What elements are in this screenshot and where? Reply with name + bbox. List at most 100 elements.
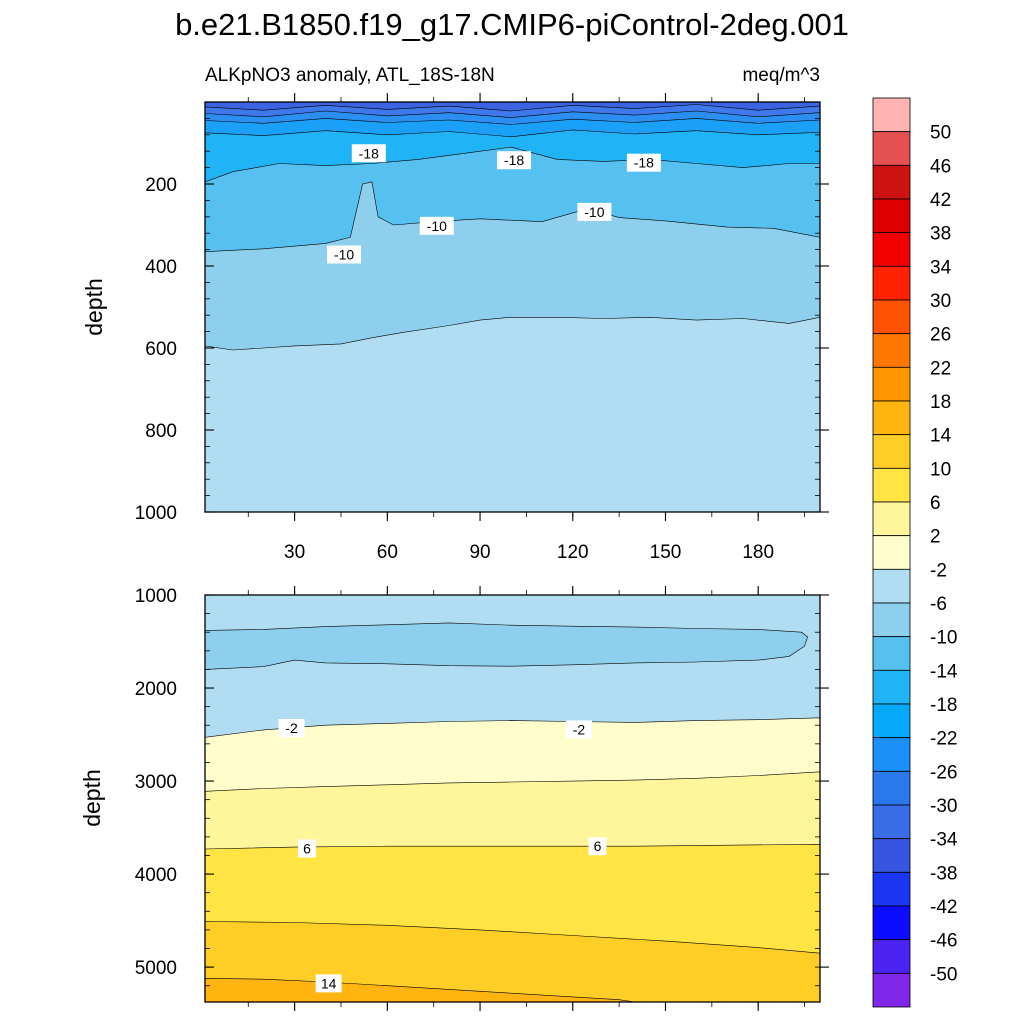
colorbar-swatch	[872, 164, 911, 200]
upper-contour-label: -18	[504, 152, 524, 168]
colorbar-swatch	[872, 265, 911, 301]
colorbar-label: -38	[930, 863, 957, 884]
colorbar-label: 50	[930, 123, 951, 144]
upper-band--38-to--34	[205, 102, 820, 112]
colorbar-label: -30	[930, 796, 957, 817]
colorbar-label: -46	[930, 931, 957, 952]
upper-contour-label: -10	[427, 218, 447, 234]
colorbar-label: -6	[930, 594, 947, 615]
colorbar-swatch	[872, 804, 911, 840]
upper-contour-label-box	[626, 153, 661, 172]
lower-panel: -2 -2 6 6 14 1000 2000 3000 4000 5000 depth	[79, 586, 829, 1011]
colorbar-label: -42	[930, 897, 957, 918]
colorbar-swatch	[872, 838, 911, 873]
colorbar-swatch	[872, 366, 911, 402]
colorbar-swatch	[872, 232, 911, 267]
colorbar-swatch	[872, 636, 911, 671]
lower-ytick-label: 3000	[135, 772, 177, 793]
colorbar-swatch	[872, 535, 911, 570]
lower-contour-label: -2	[285, 720, 298, 736]
lower-contour-label: -2	[573, 721, 586, 737]
upper-ytick-label: 1000	[135, 503, 177, 524]
upper-contour-labels: -18 -18 -18 -10 -10 -10	[327, 144, 661, 264]
colorbar-swatch	[872, 299, 911, 335]
colorbar-swatch	[872, 434, 911, 469]
upper-panel: -18 -18 -18 -10 -10 -10 200 400 600 800 1000 30 60 9…	[81, 93, 829, 563]
lower-contour-label: 6	[303, 841, 311, 857]
figure-title: b.e21.B1850.f19_g17.CMIP6-piControl-2deg…	[175, 7, 849, 42]
colorbar-swatch	[872, 703, 911, 739]
upper-xtick-label: 90	[469, 542, 490, 563]
colorbar-label: 42	[930, 190, 951, 211]
lower-contour-label-box	[278, 719, 305, 738]
panel-subtitle-right: meq/m^3	[742, 65, 820, 86]
colorbar-label: 18	[930, 392, 951, 413]
colorbar-label: 22	[930, 358, 951, 379]
upper-contour-label-box	[327, 245, 362, 264]
colorbar-swatch	[872, 333, 911, 368]
colorbar-swatch	[872, 501, 911, 537]
colorbar-label: 34	[930, 257, 952, 278]
colorbar-label: 2	[930, 527, 941, 548]
colorbar-label: -14	[930, 661, 958, 682]
colorbar-label: -18	[930, 695, 957, 716]
colorbar-label: -26	[930, 762, 957, 783]
lower-ytick-label: 1000	[135, 586, 177, 607]
upper-contour-label-box	[497, 151, 532, 170]
upper-ytick-label: 600	[145, 339, 177, 360]
upper-ytick-label: 800	[145, 421, 177, 442]
colorbar-label: 6	[930, 493, 941, 514]
colorbar-swatch	[872, 602, 911, 638]
lower-contour-label-box	[297, 839, 316, 858]
lower-band--14-to--10	[205, 622, 808, 670]
lower-contour-label: 14	[321, 975, 337, 991]
upper-contour-label-box	[351, 144, 386, 163]
panel-subtitle-left: ALKpNO3 anomaly, ATL_18S-18N	[205, 65, 495, 86]
colorbar-swatch	[872, 669, 911, 705]
lower-plot-frame	[204, 594, 821, 1003]
colorbar-label: 46	[930, 156, 951, 177]
colorbar-label: 26	[930, 325, 951, 346]
colorbar-label: 30	[930, 291, 951, 312]
upper-contour-fills	[205, 102, 820, 512]
colorbar-label: -50	[930, 964, 957, 985]
upper-contour-label: -10	[584, 204, 604, 220]
lower-ylabel: depth	[79, 769, 105, 827]
colorbar-swatch	[872, 568, 911, 604]
upper-xtick-label: 150	[650, 542, 682, 563]
colorbar-label: 38	[930, 224, 951, 245]
colorbar-swatch	[872, 905, 911, 941]
colorbar-label: -2	[930, 560, 947, 581]
colorbar-swatch	[872, 131, 911, 166]
upper-ylabel: depth	[81, 278, 107, 336]
colorbar: 50 46 42 38 34 30 26 22 18 14 10 6 2 -2 -6 -10 -14 -18 -22…	[872, 97, 958, 1008]
colorbar-label: 10	[930, 459, 951, 480]
lower-axis-ticks: 1000 2000 3000 4000 5000	[135, 586, 829, 1011]
upper-xtick-label: 180	[742, 542, 774, 563]
upper-xtick-label: 120	[557, 542, 589, 563]
upper-contour-label: -18	[634, 155, 654, 171]
colorbar-swatch	[872, 198, 911, 234]
colorbar-swatch	[872, 972, 911, 1008]
colorbar-label: -22	[930, 729, 957, 750]
upper-xtick-label: 30	[284, 542, 305, 563]
lower-contour-label-box	[588, 837, 607, 856]
colorbar-label: 14	[930, 426, 952, 447]
lower-ytick-label: 2000	[135, 679, 177, 700]
colorbar-swatch	[872, 400, 911, 436]
lower-band-10-to-14	[205, 921, 820, 1002]
upper-axis-ticks: 200 400 600 800 1000 30 60 90 120 150 180	[135, 93, 829, 563]
upper-ytick-label: 400	[145, 257, 177, 278]
lower-contour-label: 6	[594, 838, 602, 854]
colorbar-label: -34	[930, 830, 958, 851]
lower-contour-label-box	[315, 974, 342, 993]
upper-contour-label: -10	[334, 247, 354, 263]
upper-contour-label-box	[577, 202, 612, 221]
lower-contour-fills	[205, 595, 820, 1002]
colorbar-swatch	[872, 737, 911, 772]
upper-ytick-label: 200	[145, 175, 177, 196]
colorbar-swatch	[872, 467, 911, 503]
lower-ytick-label: 5000	[135, 958, 177, 979]
upper-contour-label: -18	[359, 145, 379, 161]
